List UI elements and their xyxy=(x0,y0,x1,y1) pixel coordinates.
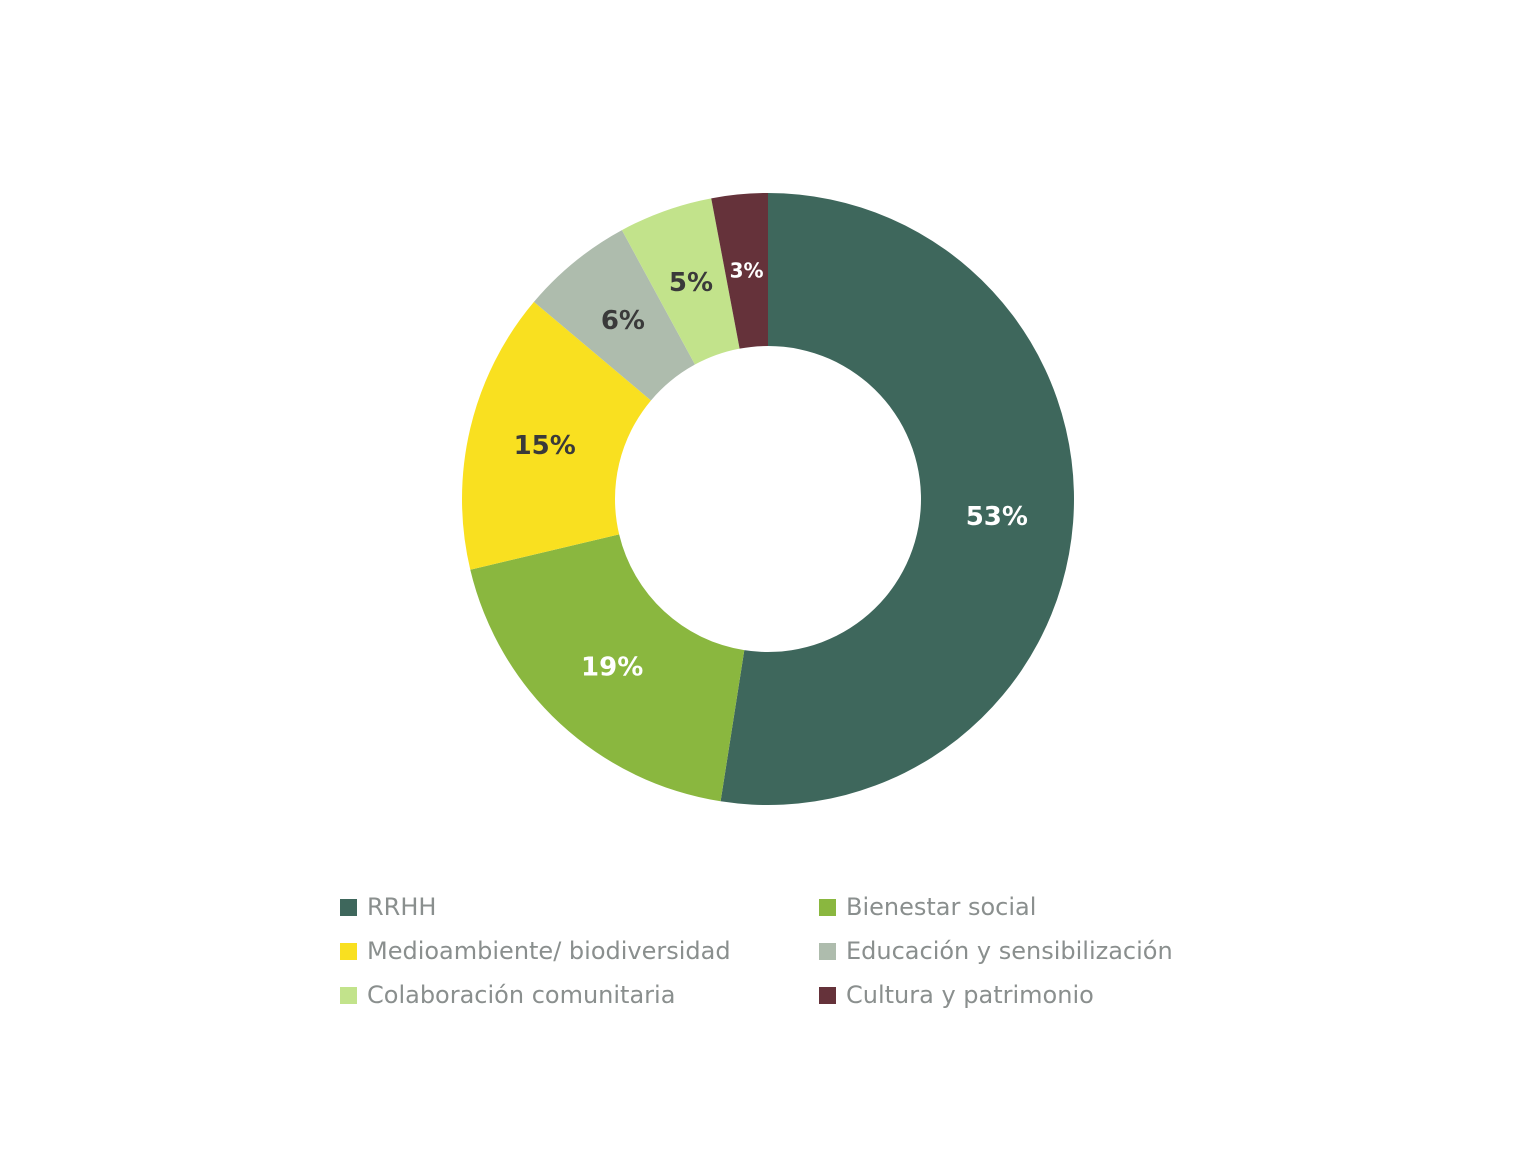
legend-item-medioambiente-biodiversidad: Medioambiente/ biodiversidad xyxy=(340,936,819,966)
legend-item-cultura-y-patrimonio: Cultura y patrimonio xyxy=(819,980,1239,1010)
legend-item-educacion-y-sensibilizacion: Educación y sensibilización xyxy=(819,936,1239,966)
legend-label: Medioambiente/ biodiversidad xyxy=(367,937,731,965)
donut-slices xyxy=(462,193,1074,805)
chart-legend: RRHH Bienestar social Medioambiente/ biodi… xyxy=(340,892,1240,1010)
slice-medioambiente-biodiversidad xyxy=(462,301,651,570)
legend-item-rrhh: RRHH xyxy=(340,892,819,922)
data-label-medioambiente-biodiversidad: 15% xyxy=(514,431,576,461)
slice-rrhh xyxy=(720,193,1074,805)
data-label-cultura-y-patrimonio: 3% xyxy=(730,258,764,282)
data-label-rrhh: 53% xyxy=(966,502,1028,532)
slice-educacion-y-sensibilizacion xyxy=(533,230,695,401)
data-label-colaboracion-comunitaria: 5% xyxy=(669,268,713,298)
legend-label: RRHH xyxy=(367,893,437,921)
legend-label: Bienestar social xyxy=(846,893,1037,921)
legend-label: Colaboración comunitaria xyxy=(367,981,676,1009)
legend-item-bienestar-social: Bienestar social xyxy=(819,892,1239,922)
legend-swatch xyxy=(819,942,836,960)
data-label-educacion-y-sensibilizacion: 6% xyxy=(601,306,645,336)
donut-data-labels: 53% 19% 15% 6% 5% 3% xyxy=(514,258,1028,682)
legend-swatch xyxy=(819,986,836,1004)
legend-swatch xyxy=(340,986,357,1004)
data-label-bienestar-social: 19% xyxy=(581,652,643,682)
slice-cultura-y-patrimonio xyxy=(711,193,768,349)
legend-label: Cultura y patrimonio xyxy=(846,981,1094,1009)
slice-colaboracion-comunitaria xyxy=(621,198,740,365)
legend-swatch xyxy=(340,942,357,960)
legend-label: Educación y sensibilización xyxy=(846,937,1173,965)
legend-swatch xyxy=(340,898,357,916)
legend-swatch xyxy=(819,898,836,916)
legend-item-colaboracion-comunitaria: Colaboración comunitaria xyxy=(340,980,819,1010)
slice-bienestar-social xyxy=(470,534,745,802)
